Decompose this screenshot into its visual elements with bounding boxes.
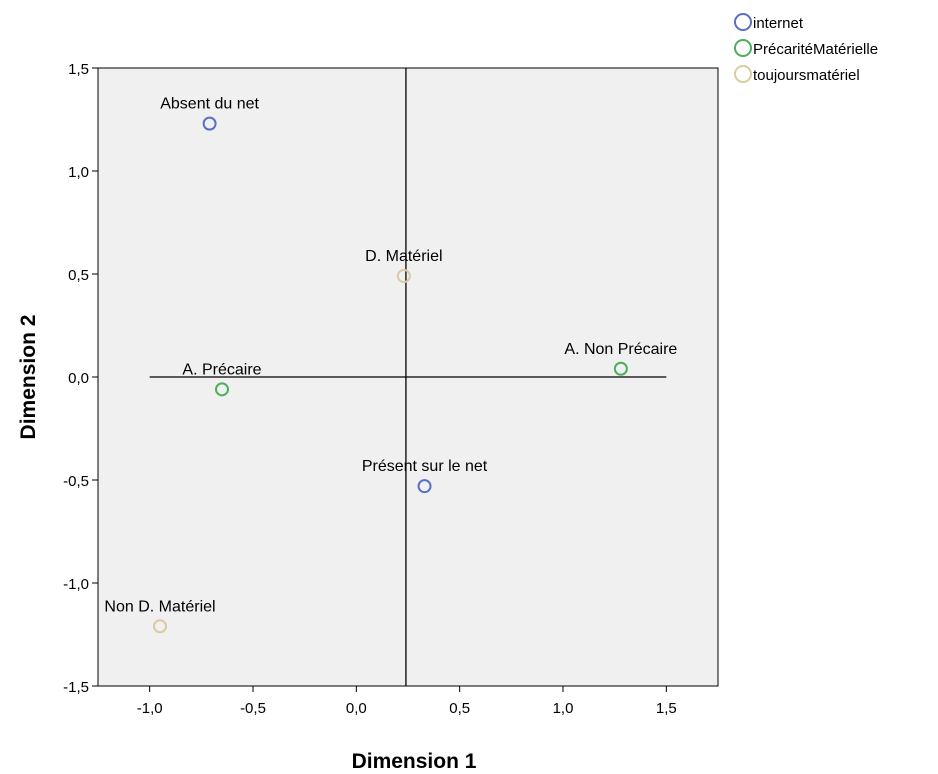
data-point (417, 479, 432, 494)
x-tick-label: -1,0 (137, 700, 163, 717)
y-tick-label: -1,0 (63, 576, 89, 593)
legend-label: internet (753, 15, 804, 32)
y-axis-title: Dimension 2 (17, 315, 40, 440)
y-tick-label: -0,5 (63, 473, 89, 490)
data-point (396, 269, 411, 284)
x-tick-label: 0,5 (449, 700, 470, 717)
x-tick-label: -0,5 (240, 700, 266, 717)
data-point (613, 361, 628, 376)
x-axis-title: Dimension 1 (352, 750, 477, 773)
data-point (215, 382, 229, 397)
legend-label: PrécaritéMatérielle (753, 41, 878, 58)
y-tick-label: 0,5 (68, 267, 89, 284)
data-point (202, 116, 217, 131)
data-point (153, 619, 167, 634)
data-point-label: D. Matériel (365, 248, 442, 265)
y-tick-label: 1,5 (68, 61, 89, 78)
y-tick-label: 0,0 (68, 370, 89, 387)
y-tick-label: -1,5 (63, 679, 89, 696)
data-point-label: A. Non Précaire (564, 341, 677, 358)
legend-label: toujoursmatériel (753, 67, 860, 84)
y-tick-label: 1,0 (68, 164, 89, 181)
data-point-label: Présent sur le net (362, 458, 488, 475)
x-tick-label: 0,0 (346, 700, 367, 717)
legend-marker (734, 39, 752, 57)
data-point-label: Non D. Matériel (104, 598, 215, 615)
data-point-label: Absent du net (160, 96, 259, 113)
data-point-label: A. Précaire (182, 361, 261, 378)
x-tick-label: 1,5 (656, 700, 677, 717)
legend-marker (734, 65, 752, 83)
x-tick-label: 1,0 (553, 700, 574, 717)
legend-marker (734, 13, 752, 31)
